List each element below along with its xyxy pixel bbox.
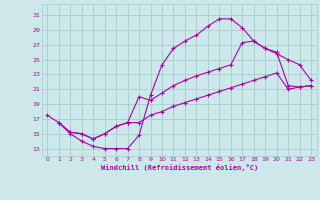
X-axis label: Windchill (Refroidissement éolien,°C): Windchill (Refroidissement éolien,°C) bbox=[100, 164, 258, 171]
